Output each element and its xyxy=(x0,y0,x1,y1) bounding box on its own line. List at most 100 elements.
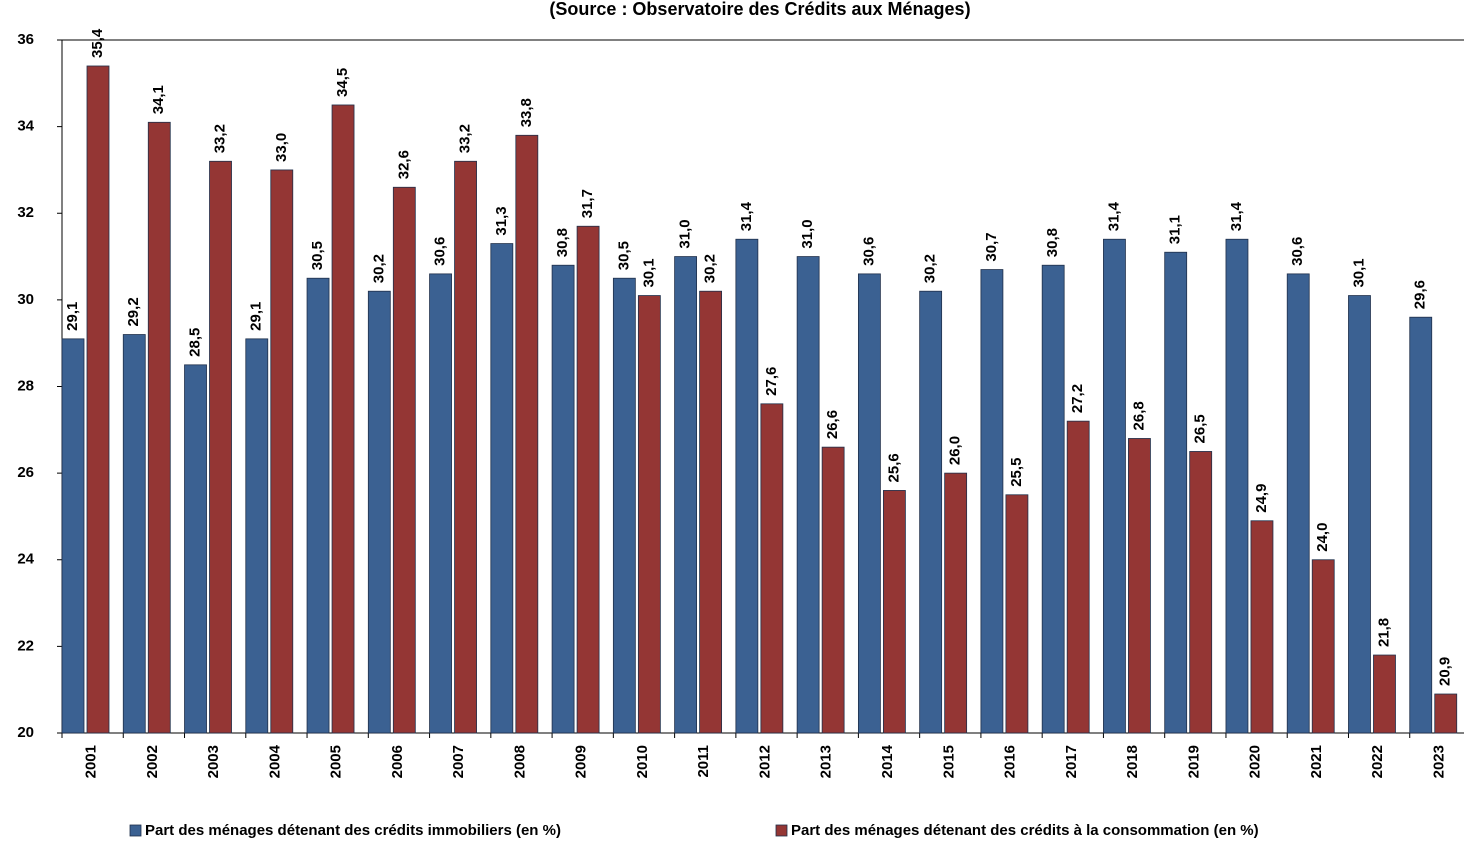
bar xyxy=(367,290,391,734)
value-label: 21,8 xyxy=(1375,618,1392,647)
value-label: 26,0 xyxy=(947,436,964,465)
bar xyxy=(1066,420,1090,734)
value-label: 32,6 xyxy=(395,150,412,179)
x-tick-label: 2006 xyxy=(389,745,406,778)
bar xyxy=(1103,238,1126,734)
value-label: 24,0 xyxy=(1314,523,1331,552)
y-tick-label: 36 xyxy=(17,31,34,48)
legend-label: Part des ménages détenant des crédits à … xyxy=(791,822,1259,839)
value-label: 30,2 xyxy=(370,254,387,283)
value-label: 33,2 xyxy=(457,124,474,153)
x-tick-label: 2012 xyxy=(756,745,773,778)
x-tick-label: 2010 xyxy=(634,745,651,778)
bar xyxy=(674,256,698,734)
bar xyxy=(1164,251,1188,734)
value-label: 25,6 xyxy=(885,453,902,482)
value-label: 30,5 xyxy=(309,241,326,270)
y-tick-label: 32 xyxy=(17,204,34,221)
x-tick-label: 2004 xyxy=(266,744,283,778)
value-label: 25,5 xyxy=(1008,458,1025,487)
bar xyxy=(882,490,906,734)
value-label: 30,1 xyxy=(640,258,657,287)
value-label: 33,8 xyxy=(518,98,535,127)
x-tick-label: 2011 xyxy=(695,745,712,778)
value-label: 29,1 xyxy=(64,302,81,331)
value-label: 29,2 xyxy=(125,297,142,326)
x-tick-label: 2013 xyxy=(818,745,835,778)
bar xyxy=(612,277,636,734)
bar xyxy=(980,269,1004,734)
value-label: 30,6 xyxy=(860,237,877,266)
bar xyxy=(515,134,539,734)
value-label: 34,5 xyxy=(334,68,351,97)
value-label: 20,9 xyxy=(1437,657,1454,686)
value-label: 30,5 xyxy=(615,241,632,270)
y-tick-label: 34 xyxy=(17,118,34,135)
legend-swatch xyxy=(129,824,142,837)
value-label: 30,8 xyxy=(1044,228,1061,257)
bar xyxy=(122,334,146,734)
bar xyxy=(821,446,845,734)
value-label: 30,2 xyxy=(702,254,719,283)
bar xyxy=(306,277,330,734)
bar xyxy=(147,121,171,734)
bar xyxy=(735,238,759,734)
x-tick-label: 2002 xyxy=(144,745,161,778)
bar xyxy=(184,364,207,734)
value-label: 31,7 xyxy=(579,189,596,218)
value-label: 30,7 xyxy=(983,232,1000,261)
value-label: 30,8 xyxy=(554,228,571,257)
x-tick-label: 2018 xyxy=(1124,745,1141,778)
value-label: 31,4 xyxy=(738,201,755,231)
bar xyxy=(454,160,477,734)
bar xyxy=(699,290,723,734)
value-label: 29,1 xyxy=(248,302,265,331)
y-tick-label: 30 xyxy=(17,291,34,308)
bar xyxy=(944,472,968,734)
bar xyxy=(551,264,575,734)
value-label: 29,6 xyxy=(1412,280,1429,309)
y-tick-label: 20 xyxy=(17,724,34,741)
y-tick-label: 28 xyxy=(17,377,34,394)
value-label: 33,0 xyxy=(273,133,290,162)
value-label: 30,2 xyxy=(922,254,939,283)
bar xyxy=(490,243,514,734)
bar xyxy=(270,169,294,734)
bar xyxy=(1128,438,1151,734)
value-label: 31,3 xyxy=(493,206,510,235)
bar xyxy=(245,338,269,734)
bar xyxy=(429,273,452,734)
value-label: 26,8 xyxy=(1130,401,1147,430)
value-label: 28,5 xyxy=(186,328,203,357)
value-label: 26,5 xyxy=(1192,414,1209,443)
x-tick-label: 2005 xyxy=(328,745,345,778)
x-tick-label: 2020 xyxy=(1247,745,1264,778)
y-tick-label: 24 xyxy=(17,551,34,568)
x-tick-label: 2021 xyxy=(1308,745,1325,778)
value-label: 30,1 xyxy=(1350,258,1367,287)
bar xyxy=(1005,494,1029,734)
x-tick-label: 2016 xyxy=(1002,745,1019,778)
bar xyxy=(1225,238,1249,734)
bar xyxy=(857,273,881,734)
x-tick-label: 2001 xyxy=(83,745,100,778)
bar xyxy=(61,338,85,734)
legend-label: Part des ménages détenant des crédits im… xyxy=(145,822,561,839)
bar xyxy=(796,256,820,734)
bar xyxy=(760,403,784,734)
bar xyxy=(209,160,232,734)
value-label: 27,6 xyxy=(763,367,780,396)
value-label: 33,2 xyxy=(211,124,228,153)
bar xyxy=(1348,295,1371,734)
x-tick-label: 2003 xyxy=(205,745,222,778)
x-tick-label: 2022 xyxy=(1369,745,1386,778)
x-tick-label: 2019 xyxy=(1185,745,1202,778)
bar xyxy=(392,186,416,734)
x-tick-label: 2008 xyxy=(511,745,528,778)
value-label: 31,0 xyxy=(799,219,816,248)
bar xyxy=(1250,520,1274,734)
x-tick-label: 2007 xyxy=(450,745,467,778)
value-label: 27,2 xyxy=(1069,384,1086,413)
bar xyxy=(576,225,600,734)
